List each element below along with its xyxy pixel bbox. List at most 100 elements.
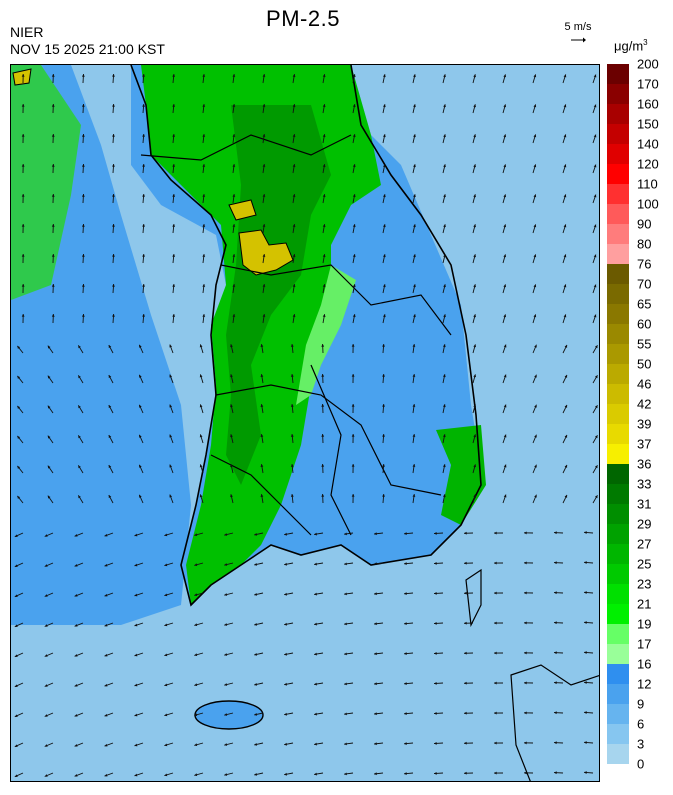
wind-arrow-head [172, 134, 176, 137]
wind-arrow-head [284, 622, 288, 626]
wind-arrow-head [254, 772, 258, 776]
land-darkgreen-zone [226, 105, 331, 485]
wind-arrow-head [142, 194, 145, 197]
wind-arrow-head [262, 164, 266, 167]
agency-label: NIER [10, 24, 44, 40]
concentration-field [11, 65, 599, 781]
wind-arrow-head [169, 344, 173, 348]
wind-arrow-head [108, 495, 112, 499]
wind-arrow-head [382, 254, 386, 258]
wind-arrow-head [443, 194, 446, 198]
wind-arrow-head [314, 712, 317, 716]
wind-arrow-head [21, 254, 25, 257]
wind-arrow-head [321, 494, 325, 497]
wind-arrow-head [321, 434, 325, 437]
wind-arrow-head [202, 164, 206, 167]
wind-arrow-head [593, 104, 597, 108]
legend-label: 150 [637, 116, 659, 132]
wind-arrow-head [262, 314, 266, 317]
wind-arrow-head [443, 254, 446, 258]
wind-arrow-head [524, 651, 527, 655]
wind-arrow-head [524, 771, 527, 775]
wind-arrow-head [254, 742, 258, 746]
wind-arrow-head [164, 533, 168, 537]
wind-arrow-head [134, 743, 138, 747]
legend-label: 46 [637, 376, 652, 392]
wind-arrow-head [254, 622, 258, 626]
wind-arrow-head [554, 771, 557, 775]
wind-arrow-head [108, 375, 112, 379]
wind-arrow-head [74, 593, 78, 597]
wind-arrow-head [44, 684, 48, 687]
wind-arrow-head [51, 254, 55, 257]
wind-arrow-head [224, 623, 228, 626]
wind-arrow-head [322, 74, 326, 77]
wind-arrow-head [78, 495, 81, 499]
wind-arrow-head [262, 254, 266, 257]
wind-arrow-head [14, 594, 18, 597]
wind-arrow-head [443, 104, 446, 108]
wind-arrow-head [164, 563, 168, 567]
boundary-2 [220, 264, 452, 336]
map-title: PM-2.5 [266, 6, 340, 31]
wind-arrow-head [51, 284, 55, 287]
wind-arrow-head [142, 314, 145, 317]
hotspot-1 [228, 199, 257, 221]
wind-arrow-head [224, 653, 228, 656]
wind-arrow-head [44, 564, 48, 567]
wind-arrow-head [473, 284, 477, 288]
wind-arrow-head [284, 772, 288, 776]
hotspot-2 [238, 229, 294, 276]
wind-arrow-head [142, 74, 145, 77]
legend-swatch [607, 384, 629, 404]
wind-arrow-head [51, 104, 55, 107]
wind-arrow-head [443, 314, 446, 318]
wind-arrow-head [142, 134, 145, 137]
legend-label: 120 [637, 156, 659, 172]
legend-swatch [607, 104, 629, 124]
wind-arrow-head [442, 404, 446, 408]
wind-arrow-head [202, 314, 206, 317]
wind-arrow-head [473, 314, 477, 318]
wind-arrow-head [21, 194, 25, 197]
wind-arrow-head [17, 465, 21, 469]
legend-swatch [607, 604, 629, 624]
wind-arrow-head [382, 224, 386, 228]
wind-arrow-head [322, 134, 326, 137]
wind-arrow-head [594, 345, 598, 349]
legend-label: 0 [637, 756, 645, 772]
wind-arrow-head [473, 404, 477, 408]
legend-label: 12 [637, 676, 652, 692]
wind-arrow-head [78, 375, 81, 379]
wind-arrow-head [464, 561, 467, 565]
wind-arrow-head [473, 104, 477, 108]
wind-arrow-head [44, 624, 48, 627]
legend-swatch [607, 464, 629, 484]
wind-arrow-head [503, 164, 507, 168]
wind-arrow-head [503, 134, 507, 138]
wind-arrow-head [164, 593, 168, 597]
wind-arrow-head [434, 651, 437, 655]
wind-arrow-head [494, 561, 497, 565]
wind-arrow-head [194, 683, 198, 687]
wind-arrow-head [14, 714, 18, 717]
wind-arrow-head [74, 713, 78, 717]
wind-arrow-head [112, 104, 115, 107]
wind-arrow-head [344, 592, 347, 596]
legend-label: 90 [637, 216, 652, 232]
wind-arrow-head [314, 592, 317, 596]
wind-arrow-head [382, 134, 386, 138]
legend-label: 140 [637, 136, 659, 152]
legend-swatch [607, 584, 629, 604]
legend-swatch [607, 164, 629, 184]
wind-arrow-head [382, 374, 385, 377]
wind-arrow-head [442, 494, 446, 498]
wind-arrow-head [224, 593, 228, 596]
forecast-datetime: NOV 15 2025 21:00 KST [10, 41, 165, 57]
wind-arrow-head [232, 224, 236, 227]
wind-arrow-head [202, 194, 206, 197]
wind-arrow-head [524, 621, 527, 625]
wind-arrow-head [503, 344, 507, 348]
wind-arrow-head [464, 681, 467, 685]
wind-arrow-head [224, 683, 228, 686]
